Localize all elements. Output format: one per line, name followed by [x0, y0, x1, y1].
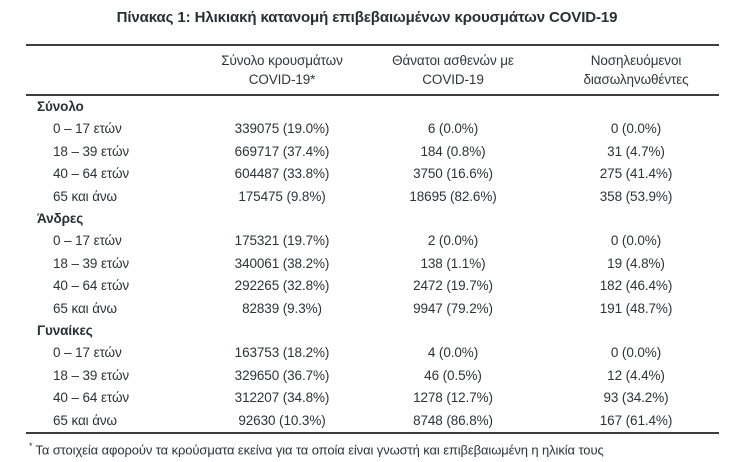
age-cell: 65 και άνω	[26, 409, 211, 435]
cases-cell: 175321 (19.7%)	[234, 233, 330, 249]
intubated-cell: 167 (61.4%)	[553, 409, 719, 435]
empty-cell	[553, 95, 719, 118]
intubated-cell: 12 (4.4%)	[607, 367, 665, 383]
section-label: Γυναίκες	[37, 323, 93, 339]
table-title: Πίνακας 1: Ηλικιακή κατανομή επιβεβαιωμέ…	[116, 9, 618, 26]
cases-cell: 340061 (38.2%)	[234, 255, 330, 271]
table-row: 40 – 64 ετών 604487 (33.8%) 3750 (16.6%)…	[26, 163, 719, 185]
deaths-cell: 2472 (19.7%)	[413, 278, 493, 294]
cases-cell: 292265 (32.8%)	[234, 278, 330, 294]
table-row: 18 – 39 ετών 669717 (37.4%) 184 (0.8%) 3…	[26, 141, 719, 163]
table-row: 65 και άνω 175475 (9.8%) 18695 (82.6%) 3…	[26, 186, 719, 208]
deaths-cell: 9947 (79.2%)	[413, 300, 493, 316]
age-cell: 0 – 17 ετών	[53, 121, 122, 137]
col-header-line1: Νοσηλευόμενοι	[590, 53, 682, 68]
deaths-cell: 8748 (86.8%)	[353, 409, 553, 435]
col-header-total-cases: Σύνολο κρουσμάτων COVID-19*	[211, 44, 353, 96]
table-row: 0 – 17 ετών 175321 (19.7%) 2 (0.0%) 0 (0…	[26, 230, 719, 252]
col-header-line1: Θάνατοι ασθενών με	[392, 53, 514, 68]
deaths-cell: 138 (1.1%)	[420, 255, 486, 271]
col-header-line1: Σύνολο κρουσμάτων	[221, 53, 343, 68]
empty-cell	[553, 320, 719, 342]
cases-cell: 669717 (37.4%)	[234, 143, 330, 159]
intubated-cell: 0 (0.0%)	[610, 121, 662, 137]
cases-cell: 175475 (9.8%)	[238, 188, 326, 204]
table-row: 65 και άνω 82839 (9.3%) 9947 (79.2%) 191…	[26, 298, 719, 320]
empty-cell	[211, 320, 353, 342]
table-row: 0 – 17 ετών 339075 (19.0%) 6 (0.0%) 0 (0…	[26, 118, 719, 140]
empty-cell	[353, 320, 553, 342]
deaths-cell: 2 (0.0%)	[427, 233, 479, 249]
section-label: Άνδρες	[37, 211, 84, 227]
table-row: 0 – 17 ετών 163753 (18.2%) 4 (0.0%) 0 (0…	[26, 342, 719, 364]
deaths-cell: 18695 (82.6%)	[409, 188, 497, 204]
intubated-cell: 358 (53.9%)	[599, 188, 673, 204]
age-cell: 65 και άνω	[53, 188, 118, 204]
deaths-cell: 4 (0.0%)	[427, 345, 479, 361]
age-cell: 65 και άνω	[53, 300, 118, 316]
table-row: 18 – 39 ετών 340061 (38.2%) 138 (1.1%) 1…	[26, 253, 719, 275]
intubated-cell: 191 (48.7%)	[599, 300, 673, 316]
cases-cell: 339075 (19.0%)	[234, 121, 330, 137]
deaths-cell: 1278 (12.7%)	[413, 390, 493, 406]
intubated-cell: 0 (0.0%)	[610, 345, 662, 361]
footnote-text: Τα στοιχεία αφορούν τα κρούσματα εκείνα …	[35, 442, 604, 458]
corner-cell	[26, 44, 211, 96]
intubated-cell: 19 (4.8%)	[607, 255, 665, 271]
age-cell: 0 – 17 ετών	[53, 233, 122, 249]
age-cell: 40 – 64 ετών	[53, 278, 130, 294]
age-cell: 18 – 39 ετών	[53, 367, 130, 383]
age-cell: 0 – 17 ετών	[53, 345, 122, 361]
deaths-cell: 46 (0.5%)	[424, 367, 482, 383]
table-row: 40 – 64 ετών 292265 (32.8%) 2472 (19.7%)…	[26, 275, 719, 297]
covid-age-distribution-table: Σύνολο κρουσμάτων COVID-19* Θάνατοι ασθε…	[26, 44, 719, 435]
cases-cell: 312207 (34.8%)	[234, 390, 330, 406]
deaths-cell: 6 (0.0%)	[427, 121, 479, 137]
deaths-cell: 184 (0.8%)	[420, 143, 486, 159]
section-row-total: Σύνολο	[26, 95, 719, 118]
footnote-marker: *	[29, 441, 33, 452]
empty-cell	[353, 208, 553, 230]
intubated-cell: 93 (34.2%)	[603, 390, 669, 406]
cases-cell: 329650 (36.7%)	[234, 367, 330, 383]
header-row: Σύνολο κρουσμάτων COVID-19* Θάνατοι ασθε…	[26, 44, 719, 96]
cases-cell: 604487 (33.8%)	[234, 166, 330, 182]
intubated-cell: 182 (46.4%)	[599, 278, 673, 294]
section-row-women: Γυναίκες	[26, 320, 719, 342]
intubated-cell: 31 (4.7%)	[607, 143, 665, 159]
col-header-line2: COVID-19*	[248, 72, 316, 87]
col-header-line2: διασωληνωθέντες	[583, 72, 689, 87]
section-row-men: Άνδρες	[26, 208, 719, 230]
cases-cell: 82839 (9.3%)	[242, 300, 322, 316]
empty-cell	[553, 208, 719, 230]
table-row: 18 – 39 ετών 329650 (36.7%) 46 (0.5%) 12…	[26, 365, 719, 387]
age-cell: 18 – 39 ετών	[53, 255, 130, 271]
col-header-line2: COVID-19	[422, 72, 484, 87]
cases-cell: 163753 (18.2%)	[234, 345, 330, 361]
deaths-cell: 3750 (16.6%)	[413, 166, 493, 182]
empty-cell	[211, 208, 353, 230]
table-row: 65 και άνω 92630 (10.3%) 8748 (86.8%) 16…	[26, 409, 719, 435]
col-header-intubated: Νοσηλευόμενοι διασωληνωθέντες	[553, 44, 719, 96]
age-cell: 40 – 64 ετών	[53, 166, 130, 182]
col-header-deaths: Θάνατοι ασθενών με COVID-19	[353, 44, 553, 96]
intubated-cell: 275 (41.4%)	[599, 166, 673, 182]
intubated-cell: 0 (0.0%)	[610, 233, 662, 249]
empty-cell	[211, 95, 353, 118]
empty-cell	[353, 95, 553, 118]
table-footnote: * Τα στοιχεία αφορούν τα κρούσματα εκείνα…	[29, 438, 734, 458]
age-cell: 40 – 64 ετών	[53, 390, 130, 406]
age-cell: 18 – 39 ετών	[53, 143, 130, 159]
section-label: Σύνολο	[37, 99, 84, 114]
table-row: 40 – 64 ετών 312207 (34.8%) 1278 (12.7%)…	[26, 387, 719, 409]
cases-cell: 92630 (10.3%)	[211, 409, 353, 435]
